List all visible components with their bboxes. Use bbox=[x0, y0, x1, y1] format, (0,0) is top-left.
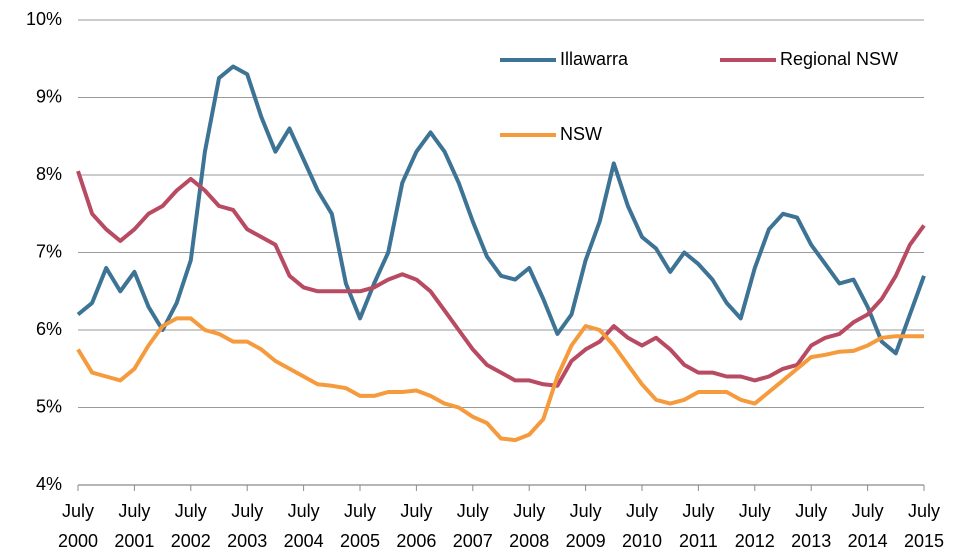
series-line bbox=[76, 170, 926, 388]
legend-label: Illawarra bbox=[560, 49, 629, 69]
x-tick-label: July 2015 bbox=[904, 501, 944, 551]
series-line bbox=[76, 316, 924, 443]
x-tick-label: July 2003 bbox=[227, 501, 267, 551]
series-line bbox=[76, 64, 926, 356]
x-tick-label: July 2008 bbox=[509, 501, 549, 551]
x-tick-label: July 2007 bbox=[453, 501, 493, 551]
y-tick-label: 10% bbox=[26, 9, 62, 29]
y-tick-label: 8% bbox=[36, 164, 62, 184]
y-tick-label: 5% bbox=[36, 396, 62, 416]
x-tick-label: July 2004 bbox=[284, 501, 324, 551]
legend-label: NSW bbox=[560, 124, 602, 144]
legend-label: Regional NSW bbox=[780, 49, 898, 69]
x-tick-label: July 2002 bbox=[171, 501, 211, 551]
x-tick-label: July 2013 bbox=[791, 501, 831, 551]
x-tick-label: July 2014 bbox=[848, 501, 888, 551]
y-tick-label: 7% bbox=[36, 241, 62, 261]
y-tick-label: 6% bbox=[36, 319, 62, 339]
x-tick-label: July 2009 bbox=[566, 501, 606, 551]
x-tick-label: July 2012 bbox=[735, 501, 775, 551]
x-tick-label: July 2010 bbox=[622, 501, 662, 551]
x-tick-label: July 2011 bbox=[679, 501, 718, 551]
x-tick-label: July 2006 bbox=[396, 501, 436, 551]
x-tick-label: July 2005 bbox=[340, 501, 380, 551]
y-tick-label: 9% bbox=[36, 86, 62, 106]
y-tick-label: 4% bbox=[36, 474, 62, 494]
x-tick-label: July 2001 bbox=[114, 501, 154, 551]
x-tick-label: July 2000 bbox=[58, 501, 98, 551]
